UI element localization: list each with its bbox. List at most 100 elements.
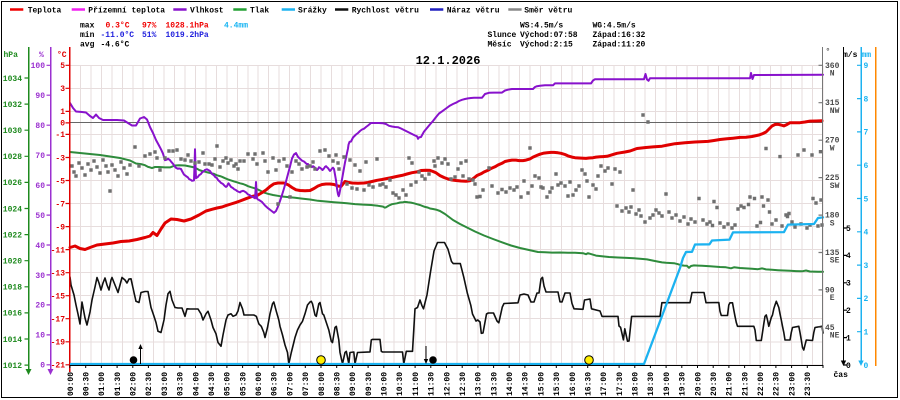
svg-text:07:00: 07:00 — [286, 372, 295, 396]
svg-text:SW: SW — [830, 182, 840, 191]
svg-text:Srážky: Srážky — [298, 7, 327, 16]
svg-text:05:00: 05:00 — [224, 372, 233, 396]
svg-text:6: 6 — [864, 162, 869, 171]
svg-text:12:30: 12:30 — [459, 372, 468, 396]
svg-text:3: 3 — [60, 85, 65, 94]
svg-text:10:30: 10:30 — [396, 372, 405, 396]
svg-text:Náraz větru: Náraz větru — [447, 7, 500, 16]
svg-text:%: % — [39, 51, 44, 60]
svg-text:10:00: 10:00 — [381, 372, 390, 396]
svg-text:3: 3 — [846, 280, 851, 289]
svg-text:1019.2hPa: 1019.2hPa — [166, 31, 209, 40]
svg-text:03:30: 03:30 — [177, 372, 186, 396]
svg-text:19:30: 19:30 — [679, 372, 688, 396]
svg-text:0: 0 — [864, 362, 869, 371]
svg-text:-1: -1 — [55, 131, 65, 140]
svg-text:°: ° — [826, 48, 831, 57]
svg-text:45: 45 — [825, 324, 835, 333]
svg-text:315: 315 — [825, 99, 840, 108]
svg-text:80: 80 — [35, 122, 45, 131]
svg-text:30: 30 — [35, 272, 45, 281]
svg-text:-5: -5 — [55, 177, 65, 186]
svg-text:WG:4.5m/s: WG:4.5m/s — [593, 21, 636, 30]
svg-text:06:30: 06:30 — [271, 372, 280, 396]
svg-text:23:30: 23:30 — [804, 372, 813, 396]
svg-text:1016: 1016 — [3, 310, 22, 319]
svg-text:01:00: 01:00 — [98, 372, 107, 396]
svg-text:9: 9 — [864, 62, 869, 71]
svg-text:16:30: 16:30 — [585, 372, 594, 396]
svg-text:WS:4.5m/s: WS:4.5m/s — [520, 21, 563, 30]
svg-text:NE: NE — [830, 332, 840, 341]
svg-text:m/s: m/s — [843, 51, 858, 60]
svg-text:Přízemní teplota: Přízemní teplota — [88, 7, 165, 16]
svg-text:97%: 97% — [142, 21, 157, 30]
svg-text:11:00: 11:00 — [412, 372, 421, 396]
svg-text:23:00: 23:00 — [788, 372, 797, 396]
svg-text:3: 3 — [864, 262, 869, 271]
svg-text:22:30: 22:30 — [773, 372, 782, 396]
svg-text:02:00: 02:00 — [130, 372, 139, 396]
svg-text:W: W — [830, 144, 835, 153]
svg-text:40: 40 — [35, 242, 45, 251]
svg-text:270: 270 — [825, 137, 840, 146]
svg-text:°C: °C — [57, 51, 67, 60]
svg-text:Teplota: Teplota — [28, 7, 62, 16]
svg-text:15:30: 15:30 — [553, 372, 562, 396]
svg-text:1024: 1024 — [3, 205, 22, 214]
svg-text:0.3°C: 0.3°C — [106, 21, 130, 30]
svg-text:90: 90 — [35, 92, 45, 101]
svg-text:1028: 1028 — [3, 153, 22, 162]
svg-text:04:00: 04:00 — [192, 372, 201, 396]
svg-text:00:30: 00:30 — [83, 372, 92, 396]
svg-text:5: 5 — [864, 195, 869, 204]
svg-text:-13: -13 — [51, 270, 66, 279]
svg-text:20:00: 20:00 — [694, 372, 703, 396]
svg-text:Slunce: Slunce — [488, 31, 517, 40]
svg-text:17:00: 17:00 — [600, 372, 609, 396]
svg-text:-11: -11 — [51, 246, 66, 255]
svg-text:mm: mm — [862, 51, 872, 60]
svg-text:18:00: 18:00 — [632, 372, 641, 396]
svg-text:13:30: 13:30 — [490, 372, 499, 396]
svg-text:Západ:16:32: Západ:16:32 — [593, 31, 646, 40]
svg-text:02:30: 02:30 — [145, 372, 154, 396]
svg-text:4: 4 — [846, 252, 851, 261]
svg-text:01:30: 01:30 — [114, 372, 123, 396]
svg-text:14:30: 14:30 — [522, 372, 531, 396]
svg-text:1034: 1034 — [3, 75, 22, 84]
svg-text:12:00: 12:00 — [443, 372, 452, 396]
svg-text:50: 50 — [35, 212, 45, 221]
svg-text:12.1.2026: 12.1.2026 — [416, 54, 481, 68]
svg-text:05:30: 05:30 — [239, 372, 248, 396]
svg-text:čas: čas — [834, 371, 849, 380]
svg-text:09:30: 09:30 — [365, 372, 374, 396]
svg-text:1026: 1026 — [3, 179, 22, 188]
svg-text:09:00: 09:00 — [349, 372, 358, 396]
svg-text:4: 4 — [864, 229, 869, 238]
svg-text:180: 180 — [825, 212, 840, 221]
svg-text:0: 0 — [60, 120, 65, 129]
svg-text:1022: 1022 — [3, 231, 22, 240]
svg-text:1028.1hPa: 1028.1hPa — [166, 21, 209, 30]
svg-text:1: 1 — [846, 334, 851, 343]
svg-text:08:30: 08:30 — [334, 372, 343, 396]
svg-text:100: 100 — [31, 62, 46, 71]
svg-text:21:00: 21:00 — [726, 372, 735, 396]
svg-text:17:30: 17:30 — [616, 372, 625, 396]
svg-text:NW: NW — [830, 107, 840, 116]
svg-text:16:00: 16:00 — [569, 372, 578, 396]
svg-text:11:30: 11:30 — [428, 372, 437, 396]
svg-text:04:30: 04:30 — [208, 372, 217, 396]
svg-text:SE: SE — [830, 257, 840, 266]
svg-text:20:30: 20:30 — [710, 372, 719, 396]
svg-text:-11.0°C: -11.0°C — [101, 31, 135, 40]
svg-text:-21: -21 — [51, 362, 66, 371]
svg-text:1032: 1032 — [3, 101, 22, 110]
svg-text:2: 2 — [846, 307, 851, 316]
svg-text:-9: -9 — [55, 223, 65, 232]
svg-text:225: 225 — [825, 174, 840, 183]
svg-text:0: 0 — [40, 362, 45, 371]
svg-text:Tlak: Tlak — [250, 7, 269, 16]
svg-text:1030: 1030 — [3, 127, 22, 136]
